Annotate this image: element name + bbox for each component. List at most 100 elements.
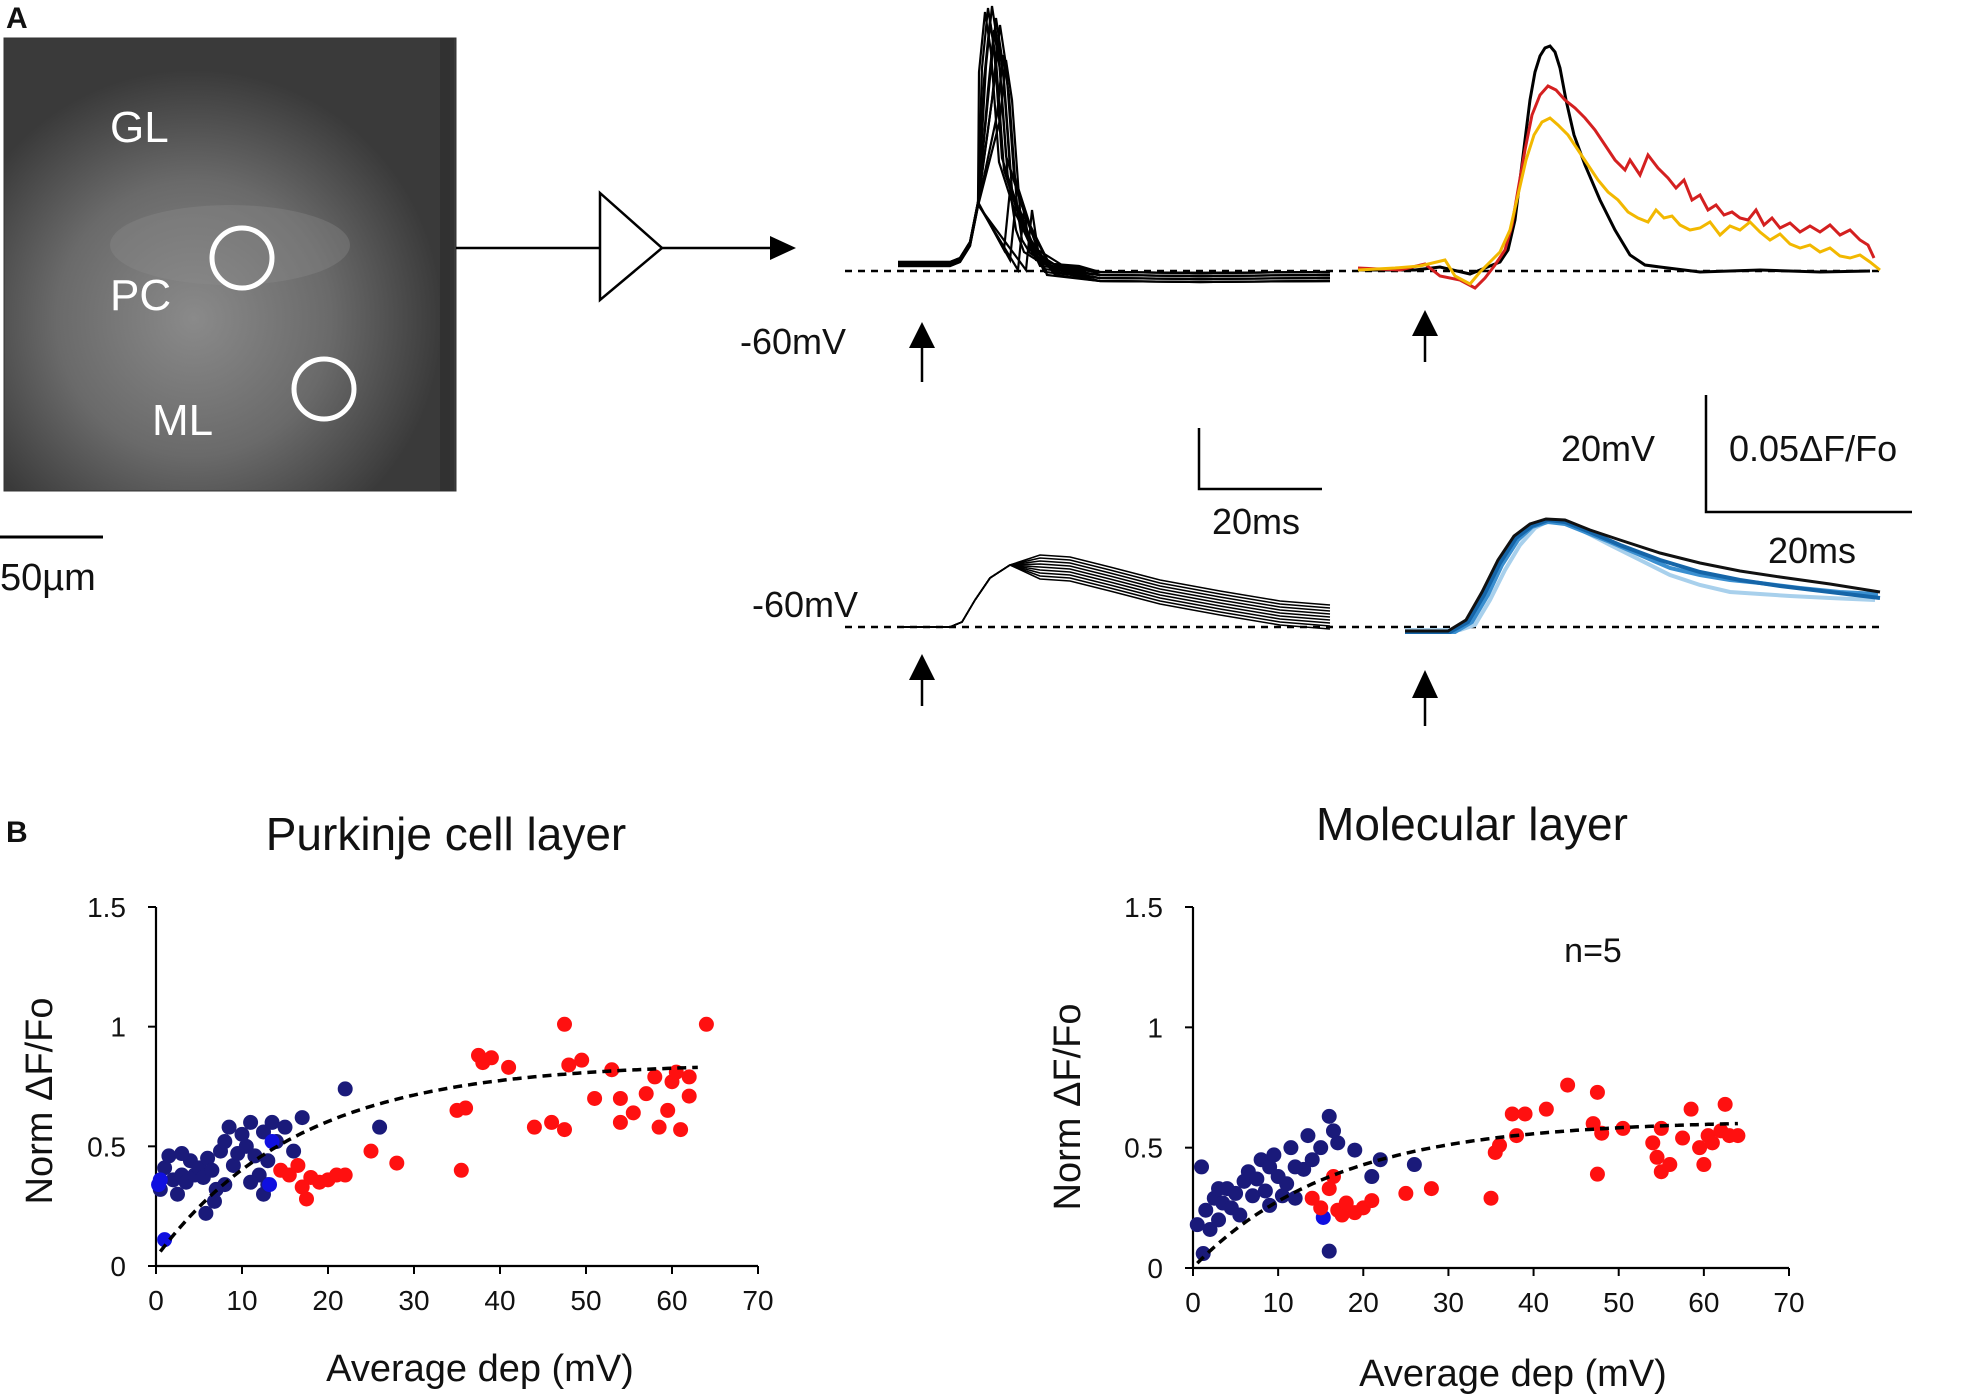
data-point-navy [1347,1142,1363,1158]
data-point-red [698,1016,714,1032]
data-point-navy [1287,1159,1303,1175]
data-point-red [1334,1207,1350,1223]
data-point-navy [1245,1188,1261,1204]
x-tick-label: 0 [1185,1287,1201,1318]
x-tick-label: 50 [1603,1287,1634,1318]
data-point-navy [1195,1246,1211,1262]
data-point-navy [286,1143,302,1159]
ap-trace [898,5,1331,284]
data-point-red [681,1069,697,1085]
data-point-red [294,1179,310,1195]
data-point-navy [260,1153,276,1169]
data-point-navy [1321,1243,1337,1259]
data-point-red [281,1167,297,1183]
data-point-navy [1262,1159,1278,1175]
data-point-red [660,1102,676,1118]
data-point-navy [243,1114,259,1130]
x-tick-label: 60 [656,1285,687,1316]
epsp-trace [898,564,1331,630]
data-point-navy [206,1193,222,1209]
chart-title: Purkinje cell layer [266,808,626,860]
panel-a-label: A [6,2,28,35]
trace-yellow [1357,116,1881,286]
data-point-navy [1279,1176,1295,1192]
x-tick-label: 10 [226,1285,257,1316]
ap-trace [898,199,1331,284]
data-point-red [1492,1137,1508,1153]
data-point-red [1585,1116,1601,1132]
y-tick-label: 0.5 [87,1131,126,1162]
data-point-red [1560,1077,1576,1093]
data-point-navy [1194,1159,1210,1175]
data-point-red [1696,1157,1712,1173]
y-tick-label: 0 [110,1251,126,1282]
scale-bar-left: 20ms [1197,428,1322,542]
scale-bar-label: 50µm [0,557,96,599]
ap-trace [898,17,1331,278]
ap-trace [898,201,1331,275]
data-point-red [526,1119,542,1135]
data-point-navy [221,1119,237,1135]
data-point-red [1692,1140,1708,1156]
rest-label-top: -60mV [740,321,846,362]
data-point-red [544,1114,560,1130]
data-point-navy [1406,1157,1422,1173]
data-point-navy [1325,1123,1341,1139]
data-point-navy [1287,1190,1303,1206]
data-point-navy [238,1138,254,1154]
data-point-red [1483,1190,1499,1206]
data-point-red [290,1157,306,1173]
ap-trace [898,202,1331,278]
data-point-red [1321,1181,1337,1197]
data-point-navy [225,1157,241,1173]
chart-title: Molecular layer [1316,798,1628,850]
data-point-red [389,1155,405,1171]
x-tick-label: 0 [148,1285,164,1316]
data-point-red [363,1143,379,1159]
data-point-navy [1211,1212,1227,1228]
x-tick-label: 10 [1263,1287,1294,1318]
ap-trace [898,29,1331,275]
x-tick-label: 30 [1433,1287,1464,1318]
x-tick-label: 40 [484,1285,515,1316]
chart-annotation: n=5 [1564,932,1622,970]
data-point-red [587,1090,603,1106]
data-point-navy [1364,1169,1380,1185]
x-tick-label: 70 [1773,1287,1804,1318]
ap-trace [898,11,1331,275]
y-tick-label: 1.5 [1124,892,1163,923]
data-point-navy [174,1146,190,1162]
region-ml-label: ML [152,396,213,445]
data-point-red [1704,1135,1720,1151]
data-point-red [337,1167,353,1183]
data-point-navy [234,1126,250,1142]
data-point-red [647,1069,663,1085]
data-point-navy [1189,1217,1205,1233]
x-axis-label: Average dep (mV) [1359,1353,1667,1395]
data-point-red [1338,1195,1354,1211]
data-point-navy [1300,1128,1316,1144]
data-point-red [1589,1084,1605,1100]
data-point-navy [161,1148,177,1164]
ap-trace [898,24,1331,284]
data-point-red [1304,1190,1320,1206]
region-gl-label: GL [110,103,169,152]
data-point-navy [256,1124,271,1140]
data-point-red [1313,1200,1329,1216]
data-point-navy [1321,1108,1337,1124]
data-point-navy [1198,1202,1214,1218]
data-point-blue [157,1232,173,1248]
data-point-red [625,1105,641,1121]
data-point-red [574,1052,590,1068]
stimulus-arrows [909,310,1438,726]
epsp-fluor-traces [1405,517,1881,634]
scale-right-fluor: 0.05ΔF/Fo [1729,428,1897,469]
scale-bar-right: 20mV 0.05ΔF/Fo 20ms [1561,395,1912,571]
data-point-red [1675,1130,1691,1146]
y-tick-label: 1.5 [87,892,126,923]
data-point-red [1398,1185,1414,1201]
y-tick-label: 1 [1147,1012,1163,1043]
data-point-red [557,1016,572,1032]
data-point-red [1538,1101,1554,1117]
